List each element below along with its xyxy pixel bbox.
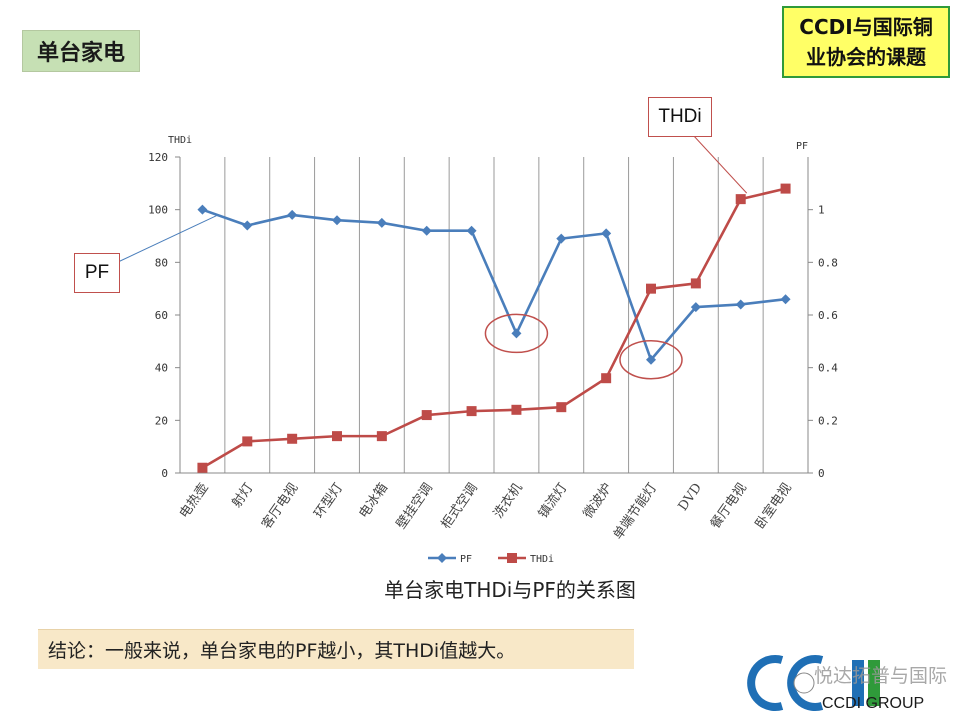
data-point-pf [780,294,791,305]
data-point-thdi [780,183,791,194]
y-left-tick-label: 20 [155,414,168,427]
y-right-tick-label: 1 [818,204,825,217]
x-tick-label: 射灯 [229,480,257,510]
data-point-pf [511,328,522,339]
watermark-overlay-text: 悦达拓普与国际 [814,665,947,687]
data-point-pf [601,228,612,239]
callout-thdi: THDi [648,97,712,137]
data-point-pf [197,204,208,215]
data-point-thdi [690,278,701,289]
x-tick-label: DVD [676,481,706,514]
ccdi-logo: 悦达拓普与国际 CCDI GROUP [742,652,956,714]
data-point-pf [556,233,567,244]
y-right-axis-title: PF [796,141,808,152]
data-point-pf [242,220,253,231]
y-left-tick-label: 60 [155,309,168,322]
data-point-pf [466,225,477,236]
data-point-pf [421,225,432,236]
legend-label-pf: PF [460,554,472,565]
data-point-thdi [646,283,656,294]
y-left-tick-label: 0 [161,467,168,480]
chart-grid [179,157,809,473]
y-left-tick-label: 40 [155,362,168,375]
legend-marker-thdi [507,553,517,563]
data-point-pf [735,299,746,310]
data-point-thdi [466,406,477,417]
x-tick-label: 镇流灯 [536,481,571,522]
data-point-thdi [735,194,746,205]
callout-connectors [117,134,748,263]
x-tick-label: 餐厅电视 [707,480,750,532]
data-point-thdi [556,402,567,413]
conclusion-text: 结论：一般来说，单台家电的PF越小，其THDi值越大。 [38,629,634,669]
callout-pf: PF [74,253,120,293]
data-point-thdi [511,404,522,415]
data-point-pf [332,215,342,226]
data-point-pf [690,302,701,313]
y-right-tick-label: 0.2 [818,414,838,427]
x-tick-label: 洗衣机 [490,480,525,521]
data-point-pf [287,209,298,220]
chart-legend: PF THDi [428,553,554,565]
chart-ticks: 0 20 40 60 80 100 120 0 0.2 0.4 0.6 0.8 1 THDi PF 电热壶 射灯… [148,135,838,543]
y-right-tick-label: 0.4 [818,362,838,375]
data-point-pf [376,217,387,228]
slide-tag: 单台家电 [22,30,140,72]
data-point-thdi [242,436,253,447]
data-point-thdi [601,373,612,384]
chart-series [197,183,791,473]
data-point-thdi [197,462,208,473]
ccdi-logo-graphic: 悦达拓普与国际 CCDI GROUP [747,655,947,712]
y-left-tick-label: 100 [148,204,168,217]
data-point-pf [646,354,656,365]
data-point-thdi [287,433,298,444]
data-point-thdi [421,410,432,421]
x-tick-label: 环型灯 [312,481,347,522]
y-right-tick-label: 0.6 [818,309,838,322]
series-line-pf [201,208,786,362]
x-tick-label: 柜式空调 [439,481,481,532]
highlight-ellipse [619,340,683,380]
series-line-thdi [201,187,786,469]
y-left-axis-title: THDi [168,135,192,146]
legend-label-thdi: THDi [530,554,554,565]
y-right-tick-label: 0.8 [818,256,838,269]
chart-highlights [484,313,683,380]
y-left-tick-label: 80 [155,256,168,269]
x-tick-label: 电冰箱 [356,480,391,521]
x-tick-label: 卧室电视 [752,480,795,532]
watermark-brand: CCDI GROUP [822,695,924,712]
y-right-tick-label: 0 [818,467,825,480]
y-left-tick-label: 120 [148,151,168,164]
legend-marker-pf [437,553,447,563]
x-tick-label: 客厅电视 [258,480,301,532]
connector-thdi [692,134,748,194]
x-tick-label: 单端节能灯 [611,481,661,543]
data-point-thdi [332,431,342,442]
chart-caption: 单台家电THDi与PF的关系图 [384,578,636,602]
data-point-thdi [376,431,387,442]
x-tick-label: 电热壶 [177,481,212,522]
topic-box: CCDI与国际铜业协会的课题 [782,6,950,78]
highlight-ellipse [484,313,549,354]
connector-pf [117,215,217,263]
x-tick-label: 微波炉 [581,481,616,522]
x-tick-label: 壁挂空调 [394,481,436,532]
